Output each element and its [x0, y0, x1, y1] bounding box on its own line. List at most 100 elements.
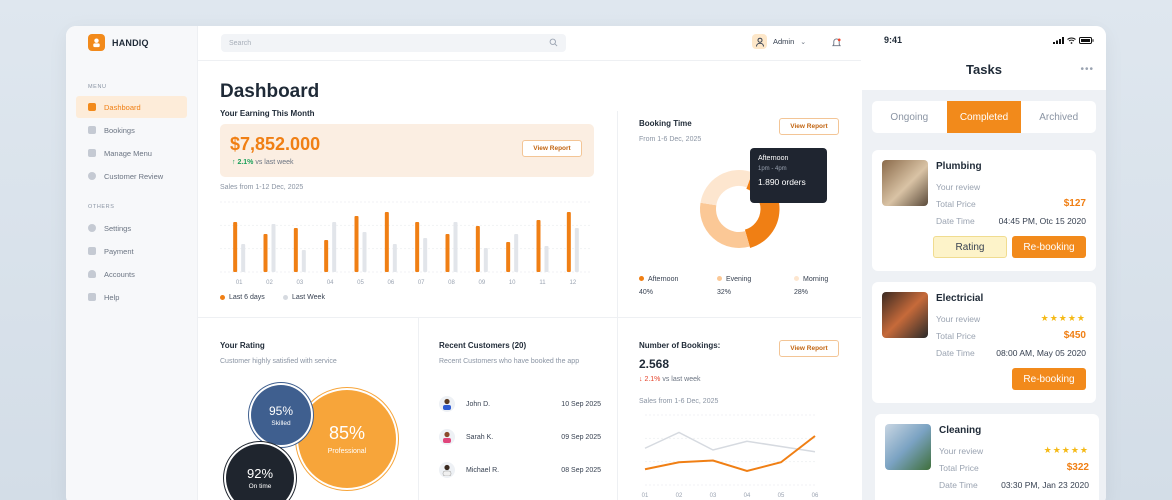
sidebar-item-label: Help	[104, 292, 120, 302]
customers-title: Recent Customers (20)	[439, 341, 527, 350]
battery-icon	[1079, 37, 1094, 44]
sidebar: HANDIQ MENU Dashboard Bookings Manage Me…	[66, 26, 198, 500]
bar-last-week	[301, 250, 306, 272]
rating-label: Professional	[327, 448, 367, 455]
header-divider	[198, 60, 861, 61]
divider	[418, 317, 419, 500]
brand-logo[interactable]: HANDIQ	[88, 34, 149, 51]
sidebar-item-bookings[interactable]: Bookings	[76, 119, 187, 141]
payment-icon	[88, 247, 96, 255]
task-image	[885, 424, 931, 470]
x-tick-label: 04	[744, 493, 751, 499]
x-tick-label: 05	[357, 280, 364, 286]
customer-name: Sarah K.	[466, 433, 494, 441]
x-tick-label: 09	[478, 280, 485, 286]
bookings-delta-pct: 2.1%	[644, 376, 661, 383]
sidebar-item-customer-review[interactable]: Customer Review	[76, 165, 187, 187]
earning-value: $7,852.000	[230, 134, 321, 154]
avatar	[439, 429, 455, 445]
x-tick-label: 01	[642, 493, 649, 499]
bar-last-week	[423, 238, 428, 272]
search-input[interactable]: Search	[221, 34, 566, 52]
bell-icon[interactable]	[832, 38, 841, 48]
rebooking-button[interactable]: Re-booking	[1012, 368, 1086, 390]
divider	[617, 317, 618, 500]
bar-last-week	[544, 246, 549, 272]
more-icon[interactable]: •••	[1080, 64, 1094, 75]
others-section-label: OTHERS	[88, 204, 115, 210]
bar-last-week	[271, 224, 276, 272]
rebooking-button[interactable]: Re-booking	[1012, 236, 1086, 258]
donut-slice-morning	[700, 170, 753, 206]
task-card-electrical[interactable]: Electricial Your review ★★★★★ Total Pric…	[872, 282, 1096, 403]
task-card-cleaning[interactable]: Cleaning Your review ★★★★★ Total Price $…	[875, 414, 1099, 500]
sidebar-item-label: Manage Menu	[104, 148, 152, 158]
chart-tooltip: Afternoon 1pm - 4pm 1.890 orders	[750, 148, 827, 203]
tab-completed[interactable]: Completed	[946, 101, 1022, 133]
earning-view-report-button[interactable]: View Report	[522, 140, 582, 157]
customer-date: 09 Sep 2025	[561, 433, 601, 441]
rating-pct: 92%	[246, 466, 274, 481]
rating-circle-professional: 85% Professional	[298, 390, 396, 488]
rating-pct: 85%	[328, 423, 366, 443]
task-date: 04:45 PM, Otc 15 2020	[998, 216, 1086, 226]
review-label: Your review	[936, 314, 981, 324]
dashboard-icon	[88, 103, 96, 111]
bar-last-6-days	[415, 222, 420, 272]
donut-slice-evening	[700, 202, 750, 248]
customer-date: 10 Sep 2025	[561, 400, 601, 408]
rating-label: On time	[248, 483, 272, 490]
bar-last-6-days	[566, 212, 571, 272]
divider	[617, 111, 618, 317]
rating-button[interactable]: Rating	[933, 236, 1007, 258]
task-title: Cleaning	[939, 425, 982, 436]
bar-last-6-days	[384, 212, 389, 272]
star-rating: ★★★★★	[1040, 313, 1086, 323]
earning-delta-text: vs last week	[253, 159, 294, 166]
user-menu[interactable]: Admin ⌄	[752, 34, 806, 49]
legend-label: Morning	[803, 276, 829, 283]
sidebar-item-label: Bookings	[104, 125, 135, 135]
sidebar-item-manage-menu[interactable]: Manage Menu	[76, 142, 187, 164]
chevron-down-icon: ⌄	[800, 38, 807, 46]
earning-title: Your Earning This Month	[220, 109, 315, 118]
x-tick-label: 02	[676, 493, 683, 499]
line-series-a	[644, 435, 816, 473]
status-time: 9:41	[884, 35, 903, 45]
sidebar-item-payment[interactable]: Payment	[76, 240, 187, 262]
review-label: Your review	[939, 446, 984, 456]
sidebar-item-dashboard[interactable]: Dashboard	[76, 96, 187, 118]
wifi-icon	[1067, 37, 1076, 44]
x-tick-label: 04	[327, 280, 334, 286]
bar-last-week	[362, 232, 367, 272]
user-name: Admin	[773, 37, 795, 46]
customer-date: 08 Sep 2025	[561, 466, 601, 474]
tab-archived[interactable]: Archived	[1039, 111, 1079, 123]
x-tick-label: 12	[569, 280, 576, 286]
arrow-down-icon: ↓	[639, 376, 645, 383]
list-item[interactable]: Sarah K. 09 Sep 2025	[439, 427, 601, 447]
legend-label: Evening	[726, 276, 752, 283]
x-tick-label: 05	[778, 493, 785, 499]
tasks-panel: 9:41 Tasks ••• Ongoing Completed Archive…	[862, 26, 1106, 500]
legend-pct: 28%	[794, 289, 809, 296]
app-window: HANDIQ MENU Dashboard Bookings Manage Me…	[66, 26, 1106, 500]
sidebar-item-settings[interactable]: Settings	[76, 217, 187, 239]
bookings-view-report-button[interactable]: View Report	[779, 340, 839, 357]
status-icons	[1053, 37, 1094, 44]
earning-delta-pct: 2.1%	[237, 159, 254, 166]
sidebar-item-accounts[interactable]: Accounts	[76, 263, 187, 285]
booking-view-report-button[interactable]: View Report	[779, 118, 839, 135]
bar-last-week	[574, 228, 579, 272]
menu-section-label: MENU	[88, 84, 107, 90]
task-date: 08:00 AM, May 05 2020	[996, 348, 1086, 358]
donut-legend-afternoon: Afternoon 40%	[639, 276, 678, 296]
avatar	[439, 462, 455, 478]
tab-ongoing[interactable]: Ongoing	[890, 111, 929, 123]
sales-bar-chart: 01 02 03 04 05 06 07 08 09 10 11 12	[220, 201, 590, 286]
list-item[interactable]: Michael R. 08 Sep 2025	[439, 460, 601, 480]
gear-icon	[88, 224, 96, 232]
sidebar-item-help[interactable]: Help	[76, 286, 187, 308]
task-card-plumbing[interactable]: Plumbing Your review Total Price $127 Da…	[872, 150, 1096, 271]
list-item[interactable]: John D. 10 Sep 2025	[439, 394, 601, 414]
